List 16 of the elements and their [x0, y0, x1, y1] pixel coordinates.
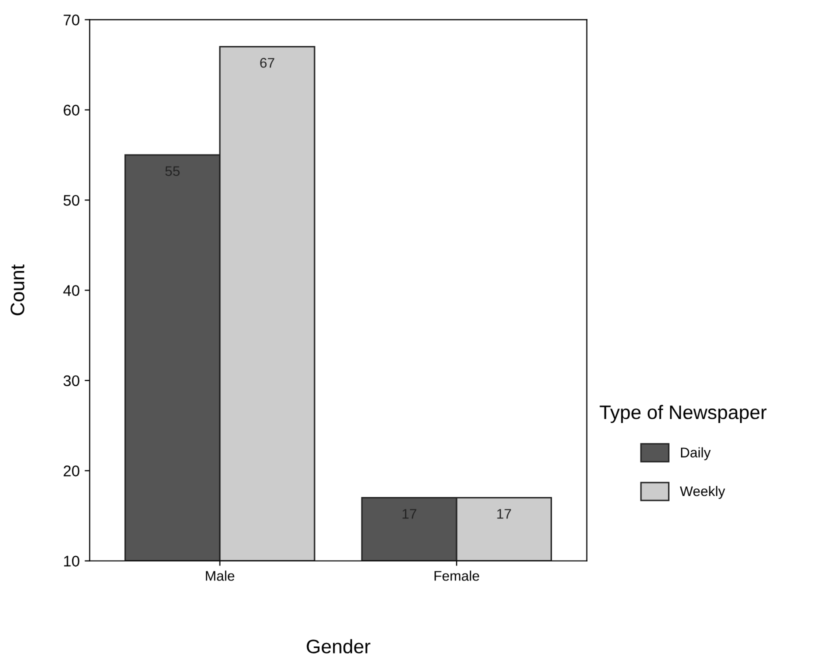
x-tick-label: Female [434, 570, 480, 581]
y-axis-title: Count [10, 264, 24, 316]
x-axis-title: Gender [306, 639, 370, 654]
y-tick-label: 60 [64, 104, 80, 116]
legend-title: Type of Newspaper [600, 404, 767, 424]
y-tick-label: 70 [64, 14, 80, 26]
y-tick-label: 30 [64, 375, 80, 386]
x-tick-label: Male [206, 570, 234, 581]
legend-label: Weekly [680, 486, 726, 499]
y-tick-label: 50 [64, 194, 80, 206]
y-tick-label: 20 [64, 466, 80, 476]
y-tick-label: 10 [64, 556, 80, 567]
data-label: 17 [497, 509, 511, 519]
legend-label: Daily [681, 447, 711, 460]
y-tick-label: 40 [63, 285, 80, 296]
data-label: 67 [260, 58, 274, 68]
